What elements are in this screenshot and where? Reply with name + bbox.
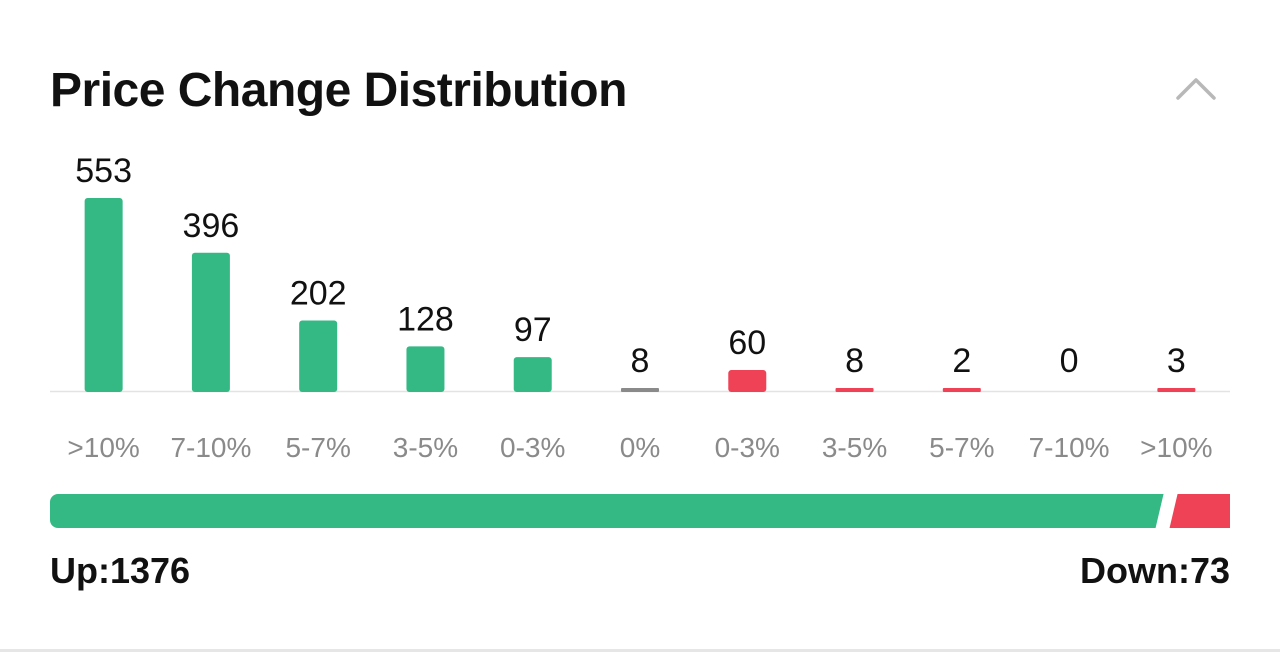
bar-down-6 (728, 370, 767, 392)
bar-value-label: 60 (728, 324, 766, 362)
x-tick-label: 7-10% (1029, 432, 1110, 463)
up-down-ratio-bar (50, 494, 1230, 528)
chevron-up-icon (1176, 78, 1216, 100)
x-tick-label: 0-3% (500, 432, 565, 463)
bar-down-8 (942, 388, 981, 392)
bar-value-label: 8 (845, 342, 864, 380)
bar-value-label: 396 (183, 207, 240, 245)
x-tick-label: 3-5% (822, 432, 887, 463)
down-ratio-segment (1169, 494, 1230, 528)
price-change-chart: 553 >10% 396 7-10% 202 5-7% 128 3-5% 97 0-3% 8 0% 60… (50, 152, 1230, 463)
down-count: Down:73 (1079, 550, 1230, 591)
page-title: Price Change Distribution (50, 64, 627, 117)
bar-value-label: 553 (75, 152, 132, 190)
bar-value-label: 3 (1167, 342, 1186, 380)
bar-up-3 (406, 346, 445, 392)
bar-up-1 (191, 252, 230, 392)
bar-flat-5 (621, 388, 659, 392)
divider (0, 649, 1280, 652)
x-tick-label: 0% (620, 432, 660, 463)
x-tick-label: 0-3% (715, 432, 780, 463)
x-tick-label: 5-7% (929, 432, 994, 463)
bar-up-0 (84, 198, 123, 392)
x-tick-label: >10% (67, 432, 139, 463)
bar-value-label: 2 (952, 342, 971, 380)
bar-value-label: 97 (514, 311, 552, 349)
collapse-button[interactable] (1166, 70, 1226, 110)
x-tick-label: >10% (1140, 432, 1212, 463)
bar-value-label: 8 (631, 342, 650, 380)
x-tick-label: 7-10% (170, 432, 251, 463)
bar-value-label: 202 (290, 275, 347, 313)
bar-down-7 (835, 388, 874, 392)
bar-value-label: 128 (397, 300, 454, 338)
up-ratio-segment (50, 494, 1164, 528)
bar-up-2 (299, 320, 338, 392)
bar-up-4 (513, 357, 552, 392)
bar-value-label: 0 (1060, 342, 1079, 380)
x-tick-label: 5-7% (285, 432, 350, 463)
bar-down-10 (1157, 388, 1196, 392)
x-tick-label: 3-5% (393, 432, 458, 463)
up-count: Up:1376 (50, 550, 191, 591)
